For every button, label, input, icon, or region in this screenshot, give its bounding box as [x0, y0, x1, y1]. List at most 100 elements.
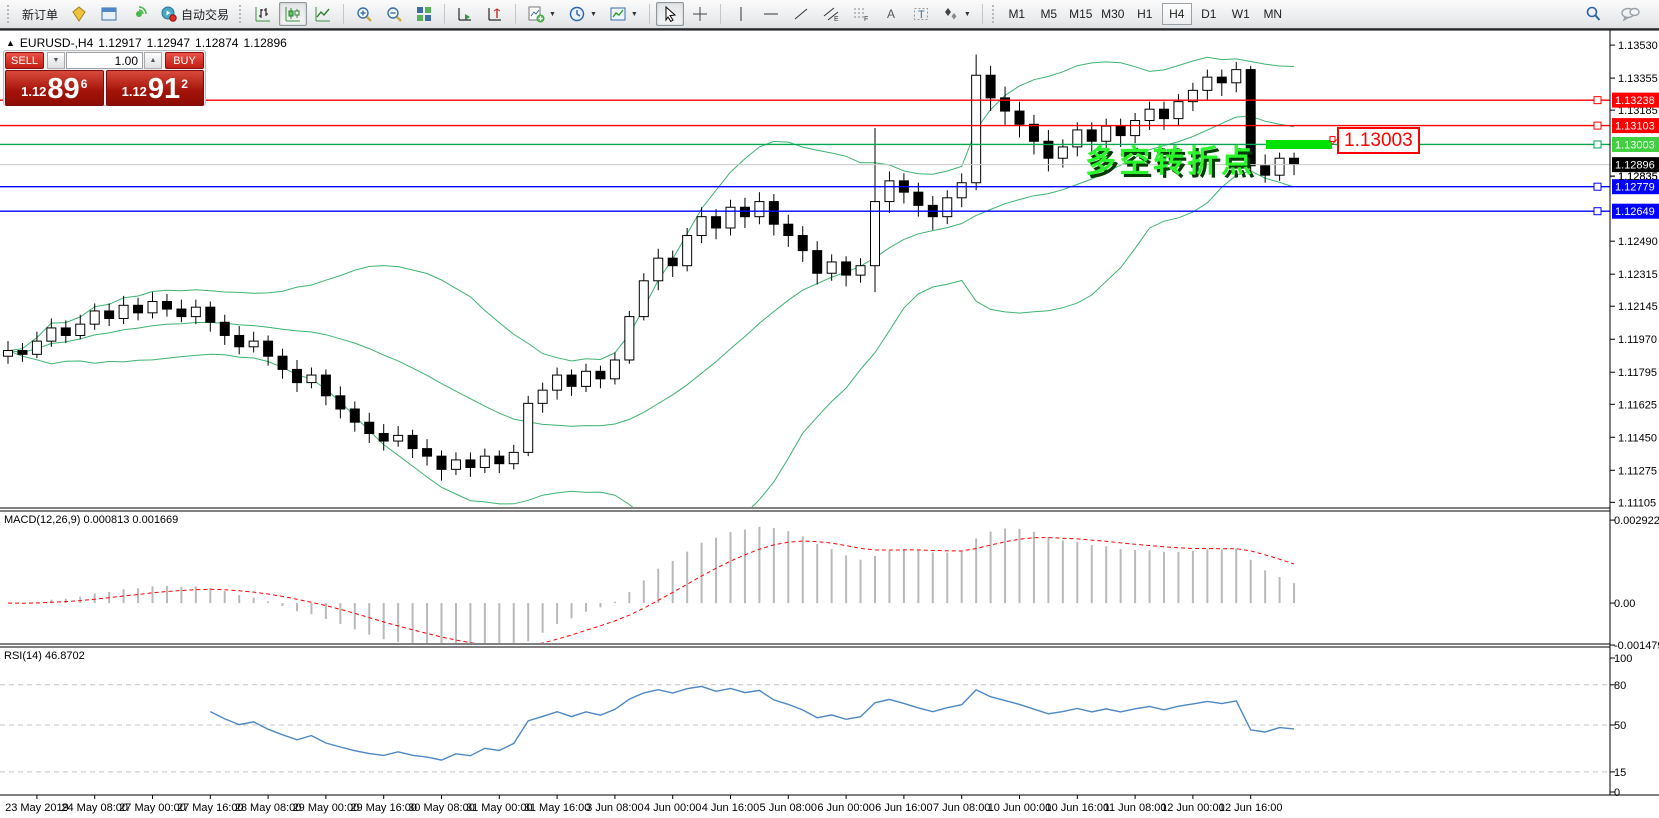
sell-button[interactable]: SELL — [5, 52, 44, 69]
auto-scroll-icon — [458, 8, 472, 21]
candlestick-chart-icon — [285, 7, 301, 22]
crosshair-button[interactable] — [686, 2, 714, 26]
timeframe-button-m1[interactable]: M1 — [1008, 7, 1026, 21]
svg-text:27 May 00:00: 27 May 00:00 — [119, 802, 186, 814]
svg-text:12 Jun 00:00: 12 Jun 00:00 — [1161, 802, 1225, 814]
auto-scroll-button[interactable] — [451, 2, 479, 26]
svg-text:1.13103: 1.13103 — [1615, 121, 1655, 133]
volume-decrease-button[interactable]: ▼ — [47, 52, 65, 69]
svg-text:1.12145: 1.12145 — [1618, 301, 1658, 313]
svg-text:1.13355: 1.13355 — [1618, 73, 1658, 85]
toolbar-grip[interactable] — [991, 5, 997, 23]
new-order-button[interactable]: 新订单 — [17, 2, 63, 26]
ohlc-close: 1.12896 — [243, 36, 287, 50]
buy-button[interactable]: BUY — [165, 52, 204, 69]
vertical-line-icon — [740, 7, 742, 21]
search-button[interactable] — [1579, 2, 1607, 26]
metaeditor-button[interactable] — [65, 2, 93, 26]
sell-price-prefix: 1.12 — [21, 84, 47, 99]
bar-chart-button[interactable] — [249, 2, 277, 26]
svg-text:6 Jun 16:00: 6 Jun 16:00 — [875, 802, 933, 814]
timeframe-button-d1[interactable]: D1 — [1201, 7, 1217, 21]
signals-button[interactable] — [125, 2, 153, 26]
svg-text:1.13530: 1.13530 — [1618, 40, 1658, 52]
svg-text:1.12649: 1.12649 — [1615, 206, 1655, 218]
cursor-button[interactable] — [655, 2, 684, 26]
svg-text:1.11450: 1.11450 — [1618, 432, 1657, 444]
one-click-collapse-icon[interactable]: ▲ — [6, 38, 15, 48]
svg-text:10 Jun 00:00: 10 Jun 00:00 — [988, 802, 1052, 814]
volume-input[interactable] — [66, 52, 143, 69]
price-axis[interactable] — [1611, 30, 1659, 795]
profiles-button[interactable]: ▼ — [563, 2, 602, 26]
timeframe-button-h1[interactable]: H1 — [1137, 7, 1153, 21]
svg-text:29 May 00:00: 29 May 00:00 — [293, 802, 360, 814]
trendline-button[interactable] — [787, 2, 815, 26]
zoom-out-button[interactable] — [380, 2, 408, 26]
svg-text:10 Jun 16:00: 10 Jun 16:00 — [1045, 802, 1109, 814]
horizontal-line-button[interactable] — [757, 2, 785, 26]
ohlc-open: 1.12917 — [98, 36, 142, 50]
timeframe-button-m15[interactable]: M15 — [1069, 7, 1093, 21]
price-flag-label[interactable]: 1.13003 — [1337, 127, 1420, 154]
svg-text:50: 50 — [1614, 720, 1626, 732]
svg-text:1.12490: 1.12490 — [1618, 236, 1658, 248]
candlestick-chart-button[interactable] — [279, 2, 308, 26]
arrows-button[interactable]: ▼ — [937, 2, 976, 26]
terminal-window-icon — [101, 7, 117, 21]
chart-shift-button[interactable] — [481, 2, 509, 26]
svg-text:12 Jun 16:00: 12 Jun 16:00 — [1219, 802, 1283, 814]
equidistant-channel-button[interactable]: E — [817, 2, 845, 26]
buy-price-button[interactable]: 1.12 91 2 — [105, 70, 204, 106]
chart-canvas[interactable]: 1.13530 1.13355 1.13185 1.12835 1.12490 1.123… — [0, 29, 1659, 818]
indicators-button[interactable]: ▼ — [604, 2, 643, 26]
volume-increase-button[interactable]: ▲ — [144, 52, 162, 69]
terminal-button[interactable] — [95, 2, 123, 26]
zoom-in-icon — [357, 7, 372, 22]
dropdown-caret: ▼ — [589, 10, 597, 18]
svg-text:1.13238: 1.13238 — [1615, 95, 1655, 107]
cursor-icon — [665, 5, 677, 23]
svg-text:1.13185: 1.13185 — [1618, 105, 1658, 117]
text-label-button[interactable]: T — [907, 2, 935, 26]
svg-text:31 May 16:00: 31 May 16:00 — [524, 802, 591, 814]
svg-text:11 Jun 08:00: 11 Jun 08:00 — [1104, 802, 1167, 814]
zoom-in-button[interactable] — [350, 2, 378, 26]
timeframe-button-w1[interactable]: W1 — [1231, 7, 1250, 21]
equidistant-channel-icon: E — [823, 7, 839, 23]
svg-text:30 May 08:00: 30 May 08:00 — [408, 802, 475, 814]
svg-text:1.11105: 1.11105 — [1618, 497, 1656, 509]
metaeditor-icon — [72, 6, 86, 22]
timeframe-button-h4[interactable]: H4 — [1161, 3, 1192, 25]
line-chart-button[interactable] — [309, 2, 337, 26]
text-button[interactable]: A — [877, 2, 905, 26]
new-chart-button[interactable]: ▼ — [522, 2, 561, 26]
dropdown-caret: ▼ — [549, 10, 556, 18]
svg-text:1.12779: 1.12779 — [1615, 182, 1655, 194]
autotrading-button[interactable]: 自动交易 — [155, 2, 234, 26]
toolbar-grip[interactable] — [239, 5, 244, 23]
arrows-icon — [944, 8, 957, 20]
text-icon: A — [887, 7, 895, 21]
new-order-label: 新订单 — [22, 7, 59, 22]
dropdown-caret: ▼ — [963, 10, 971, 18]
svg-text:0.002922: 0.002922 — [1614, 515, 1659, 527]
vertical-line-button[interactable] — [727, 2, 755, 26]
tile-windows-button[interactable] — [410, 2, 438, 26]
timeframe-button-m30[interactable]: M30 — [1101, 7, 1125, 21]
crosshair-icon — [692, 7, 707, 21]
bar-chart-icon — [255, 7, 271, 22]
chart-annotation-text[interactable]: 多空转折点 — [1085, 144, 1255, 179]
chat-button[interactable] — [1615, 2, 1645, 26]
svg-text:15: 15 — [1614, 767, 1626, 779]
time-axis[interactable] — [0, 795, 1659, 818]
toolbar-grip[interactable] — [7, 5, 12, 23]
svg-text:E: E — [834, 16, 839, 23]
timeframe-button-m5[interactable]: M5 — [1040, 7, 1058, 21]
svg-text:0: 0 — [1614, 787, 1620, 799]
new-chart-icon — [528, 6, 545, 23]
timeframe-button-mn[interactable]: MN — [1263, 7, 1283, 21]
svg-text:1.11625: 1.11625 — [1618, 399, 1657, 411]
sell-price-button[interactable]: 1.12 89 6 — [5, 70, 104, 106]
fibonacci-button[interactable]: F — [847, 2, 875, 26]
